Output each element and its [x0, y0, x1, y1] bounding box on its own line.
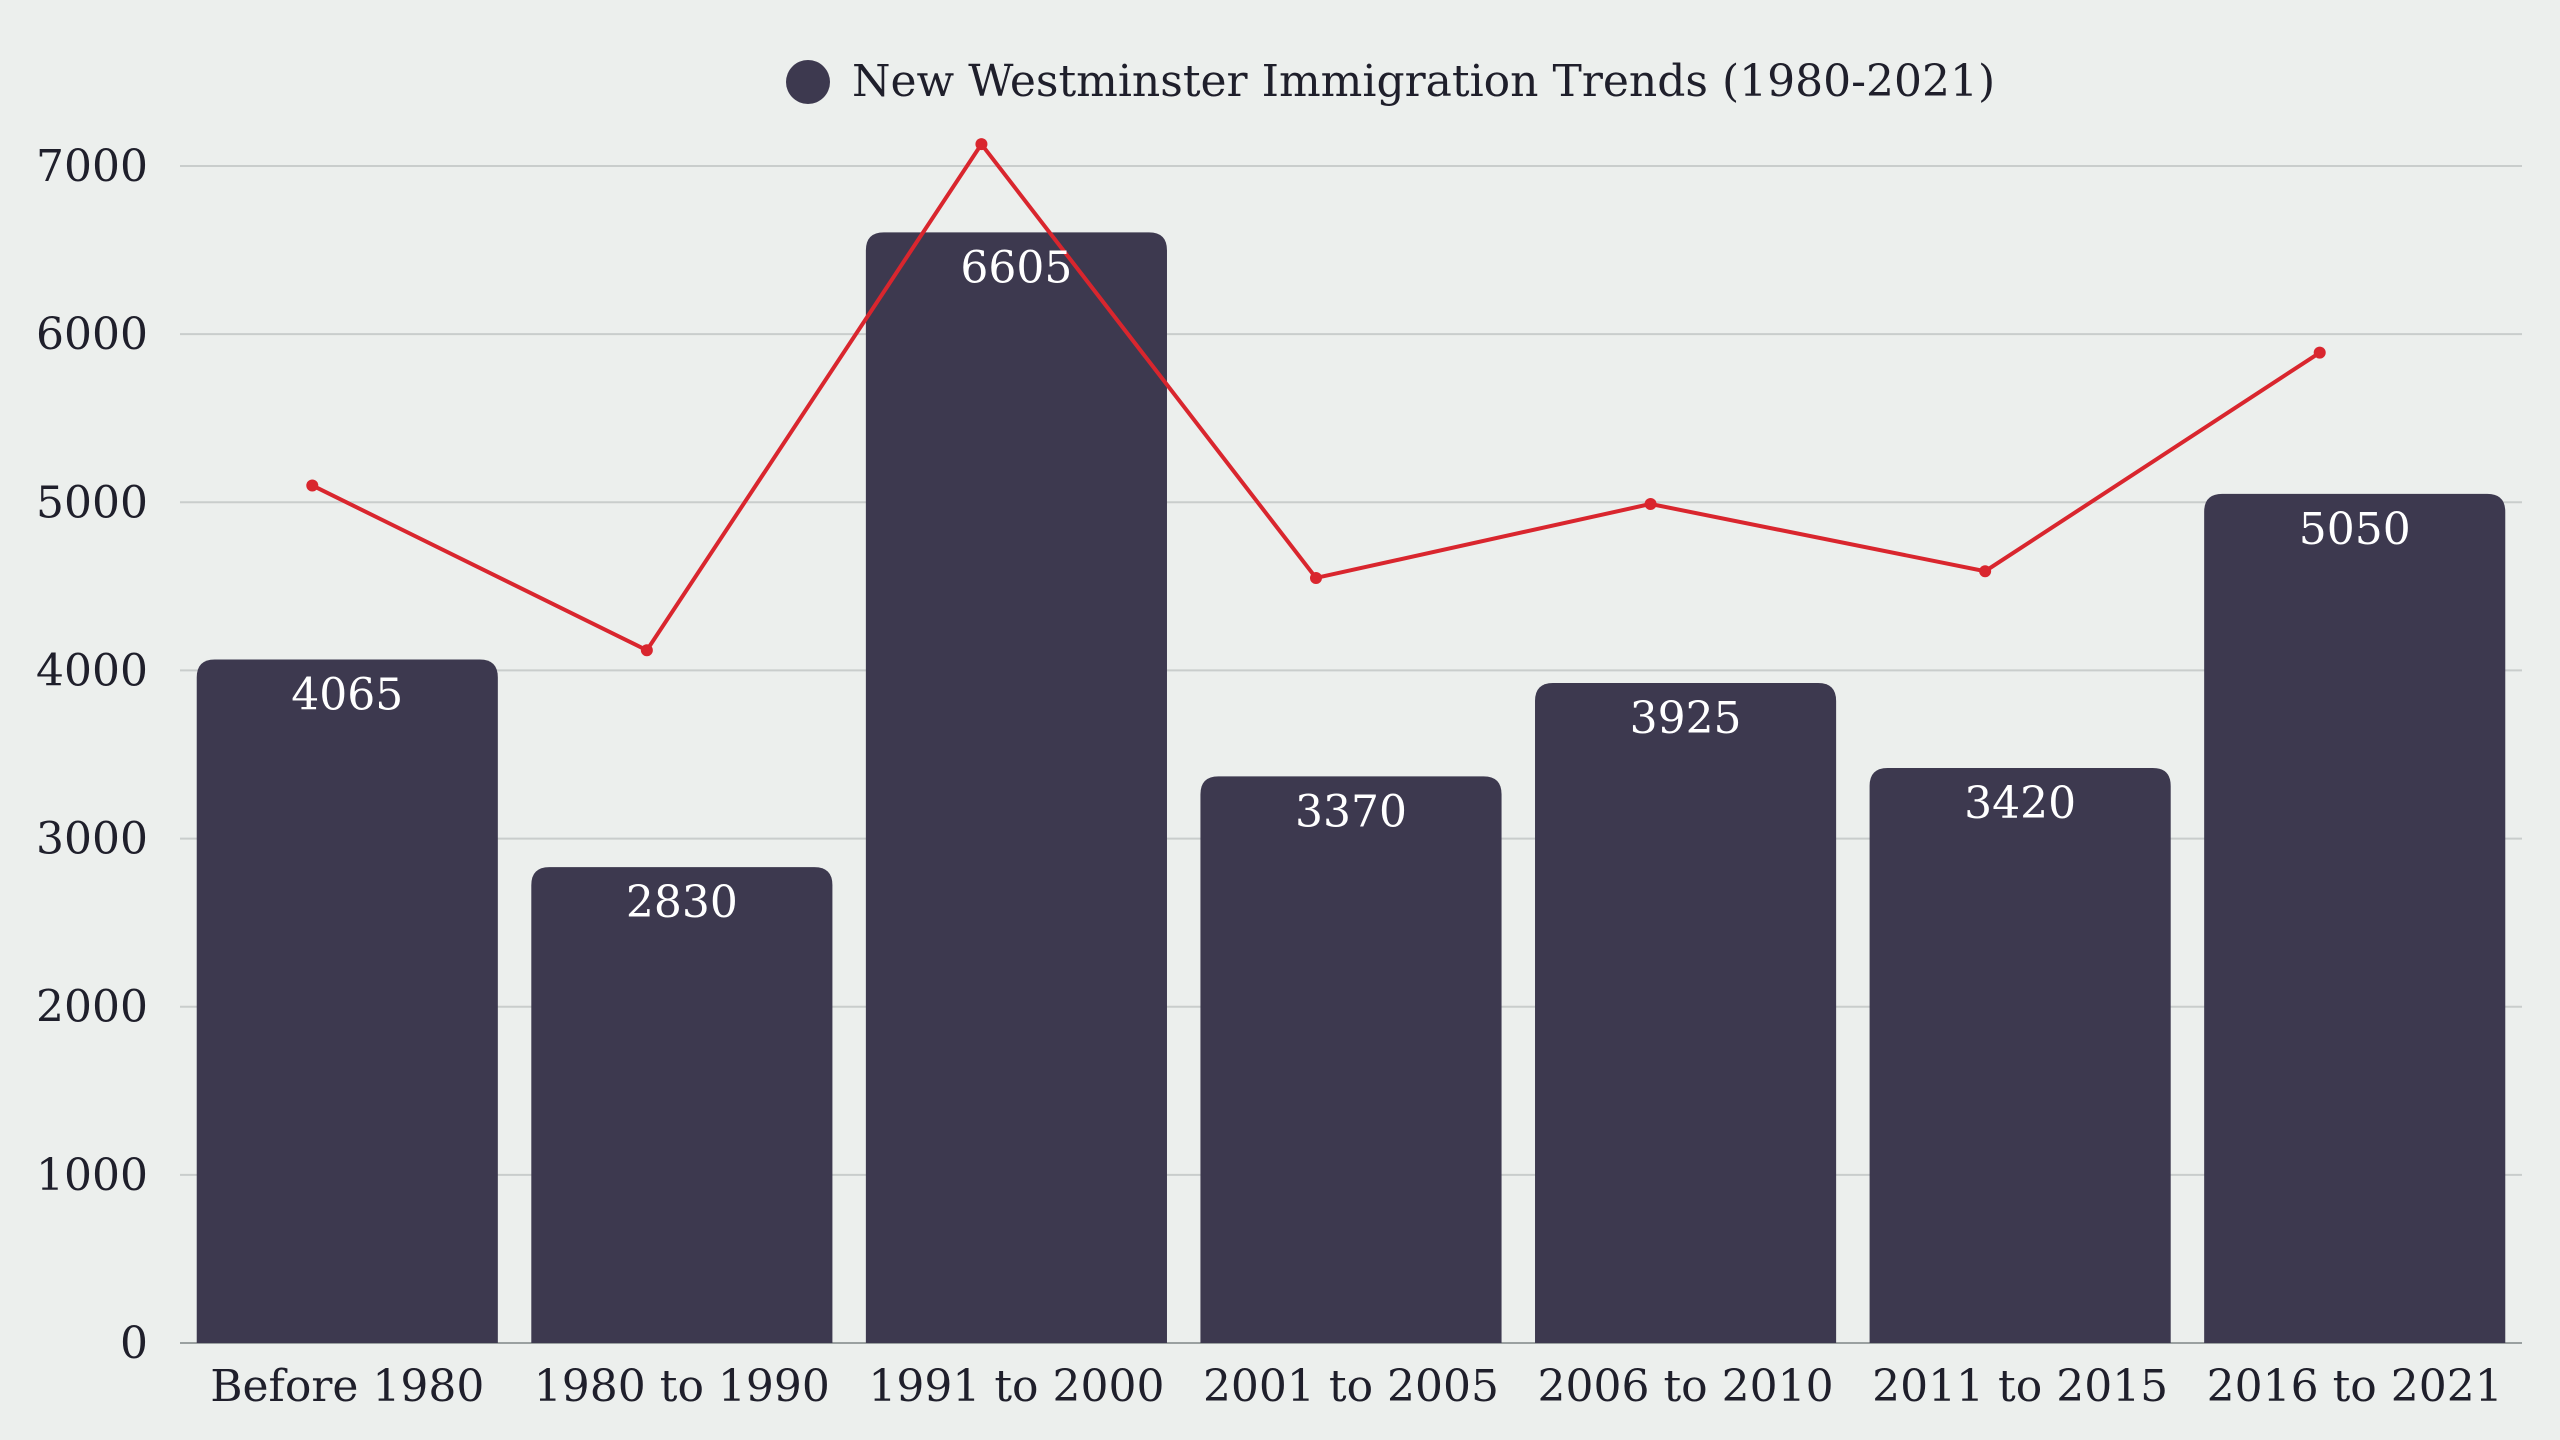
line-point: [1644, 497, 1657, 510]
bar: [1200, 776, 1502, 1343]
line-point: [1310, 571, 1322, 584]
bar: [1869, 767, 2171, 1343]
line-point: [1979, 565, 1992, 578]
y-tick-label: 7000: [36, 141, 148, 192]
x-tick-label: 2016 to 2021: [2207, 1361, 2503, 1412]
bar: [1535, 683, 1837, 1343]
bar-value-label: 3370: [1295, 786, 1407, 837]
bar-value-label: 6605: [960, 242, 1072, 293]
y-tick-label: 6000: [36, 309, 148, 360]
y-tick-label: 2000: [36, 982, 148, 1033]
y-tick-label: 1000: [36, 1150, 148, 1201]
line-layer: [306, 138, 2326, 657]
bar-value-label: 2830: [626, 877, 738, 928]
line-point: [2313, 346, 2326, 359]
y-tick-label: 5000: [36, 477, 148, 528]
x-tick-label: 1980 to 1990: [534, 1361, 830, 1412]
bar: [865, 232, 1167, 1344]
legend-label: New Westminster Immigration Trends (1980…: [852, 56, 1995, 107]
line-point: [640, 644, 653, 657]
y-tick-label: 4000: [36, 645, 148, 696]
legend-swatch: [786, 60, 830, 104]
bar-value-label: 5050: [2299, 504, 2411, 555]
line-point: [306, 479, 319, 492]
bar: [2204, 493, 2506, 1344]
labels-layer: 4065 Before 1980 2830 1980 to 1990 6605 1991 …: [210, 242, 2503, 1412]
y-tick-label: 0: [120, 1318, 148, 1369]
bars-layer: [196, 232, 2506, 1344]
x-tick-label: Before 1980: [210, 1361, 484, 1412]
y-tick-label: 3000: [36, 814, 148, 865]
line-point: [975, 138, 988, 151]
legend: New Westminster Immigration Trends (1980…: [786, 56, 1995, 107]
x-tick-label: 2001 to 2005: [1203, 1361, 1499, 1412]
bar: [196, 659, 498, 1343]
x-tick-label: 1991 to 2000: [868, 1361, 1164, 1412]
x-tick-label: 2011 to 2015: [1872, 1361, 2168, 1412]
bar-value-label: 3420: [1964, 778, 2076, 829]
x-tick-label: 2006 to 2010: [1538, 1361, 1834, 1412]
bar-value-label: 4065: [291, 669, 403, 720]
bar: [531, 867, 833, 1343]
bar-value-label: 3925: [1630, 693, 1742, 744]
